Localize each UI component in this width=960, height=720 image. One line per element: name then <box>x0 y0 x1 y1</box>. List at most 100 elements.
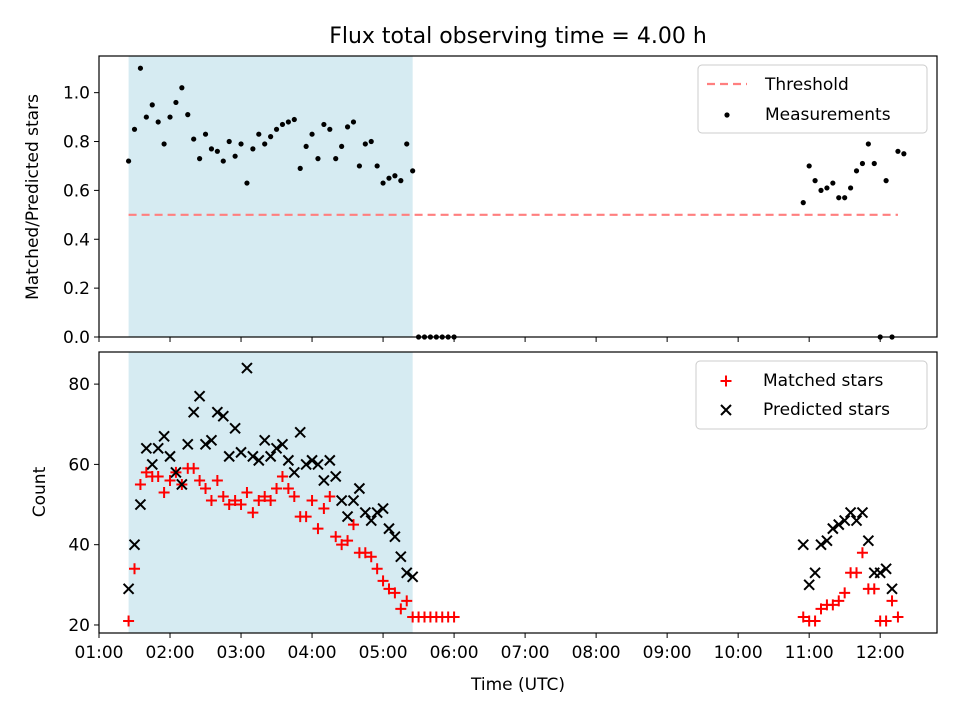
x-tick-label: 11:00 <box>785 643 834 663</box>
measurement-point <box>179 85 185 91</box>
measurement-point <box>143 114 149 120</box>
top-ytick-label: 1.0 <box>63 84 90 104</box>
top-ytick-label: 0.2 <box>63 279 90 299</box>
matched-star-point <box>229 495 241 507</box>
predicted-star-point <box>199 438 212 451</box>
predicted-star-point <box>365 514 377 527</box>
measurement-point <box>818 187 824 193</box>
predicted-star-point <box>128 538 141 551</box>
matched-star-point <box>140 466 152 478</box>
matched-star-point <box>448 611 460 623</box>
predicted-star-point <box>164 450 176 463</box>
matched-star-point <box>342 535 354 547</box>
measurement-point <box>398 178 404 184</box>
predicted-star-point <box>803 579 815 591</box>
measurement-point <box>380 180 386 186</box>
bottom-ytick-label: 40 <box>68 536 90 556</box>
matched-star-point <box>300 511 312 523</box>
predicted-star-point <box>347 494 360 507</box>
predicted-star-point <box>330 470 342 483</box>
measurement-point <box>836 195 842 201</box>
x-tick-label: 10:00 <box>714 643 763 663</box>
chart-title: Flux total observing time = 4.00 h <box>329 24 707 49</box>
predicted-star-point <box>270 442 283 455</box>
measurement-point <box>356 163 362 169</box>
predicted-star-point <box>797 538 809 551</box>
predicted-star-point <box>850 514 863 527</box>
predicted-star-point <box>122 583 135 595</box>
matched-star-point <box>259 491 271 503</box>
predicted-star-point <box>134 498 147 511</box>
matched-star-point <box>306 495 318 507</box>
matched-star-point <box>371 563 383 575</box>
measurement-point <box>368 138 374 145</box>
predicted-star-point <box>241 362 253 374</box>
bottom-y-axis-label: Count <box>30 466 50 517</box>
measurement-point <box>859 160 866 167</box>
matched-star-point <box>312 523 324 535</box>
matched-star-point <box>318 503 330 515</box>
x-axis-label: Time (UTC) <box>470 675 565 695</box>
top-ytick-label: 0.6 <box>63 181 90 201</box>
matched-star-point <box>347 519 359 531</box>
matched-star-point <box>247 507 259 519</box>
measurement-point <box>392 173 398 179</box>
x-tick-label: 06:00 <box>430 643 479 663</box>
measurement-point <box>137 65 144 71</box>
predicted-star-point <box>176 478 188 491</box>
predicted-star-point <box>815 538 827 551</box>
predicted-star-point <box>158 430 170 443</box>
measurement-point <box>256 131 262 137</box>
matched-star-point <box>892 611 904 623</box>
predicted-star-point <box>406 571 419 583</box>
measurement-point <box>220 158 226 164</box>
predicted-star-point <box>318 474 330 487</box>
measurement-point <box>374 163 380 169</box>
predicted-star-point <box>335 494 348 507</box>
bottom-legend-box <box>695 360 928 430</box>
measurement-point <box>273 126 280 132</box>
predicted-star-point <box>276 438 289 451</box>
predicted-star-point <box>229 422 241 434</box>
matched-star-point <box>336 539 348 551</box>
measurement-point <box>812 178 818 184</box>
predicted-star-point <box>235 446 247 459</box>
measurement-point <box>847 185 854 191</box>
predicted-star-point <box>862 534 875 547</box>
matched-star-point <box>152 470 164 482</box>
matched-star-point <box>158 487 170 498</box>
measurement-point <box>327 126 333 132</box>
measurement-point <box>321 121 327 128</box>
measurement-point <box>339 143 345 150</box>
predicted-star-point <box>371 506 383 519</box>
top-panel: Flux total observing time = 4.00 h 0.00.… <box>23 24 938 348</box>
matched-star-point <box>880 615 892 627</box>
measurement-point <box>333 156 339 162</box>
matched-star-point <box>815 603 827 615</box>
measurement-point <box>268 134 274 140</box>
predicted-star-point <box>359 506 372 519</box>
measurement-point <box>350 119 357 125</box>
bottom-plot-area: 20 40 60 80 01:00 02:00 03:00 04:00 05:00 06:00 07… <box>68 351 938 663</box>
measurement-point <box>410 168 416 174</box>
predicted-star-point <box>258 434 271 447</box>
predicted-star-point <box>389 530 401 543</box>
matched-star-point <box>123 615 135 627</box>
matched-star-point <box>164 474 176 486</box>
matched-star-point <box>288 491 300 503</box>
measurement-point <box>883 178 889 184</box>
measurement-point <box>309 131 315 137</box>
predicted-star-point <box>833 518 845 531</box>
matched-star-point <box>205 495 217 507</box>
matched-star-point <box>809 615 821 627</box>
legend-predicted-label: Predicted stars <box>763 400 890 420</box>
x-tick-label: 09:00 <box>643 643 692 663</box>
matched-star-point <box>330 531 342 543</box>
predicted-star-point <box>809 567 821 579</box>
matched-star-point <box>856 547 868 559</box>
x-tick-label: 05:00 <box>359 643 408 663</box>
measurement-point <box>208 146 215 152</box>
predicted-star-point <box>140 442 153 455</box>
legend-measurements-label: Measurements <box>765 105 891 125</box>
measurement-point <box>226 138 232 145</box>
